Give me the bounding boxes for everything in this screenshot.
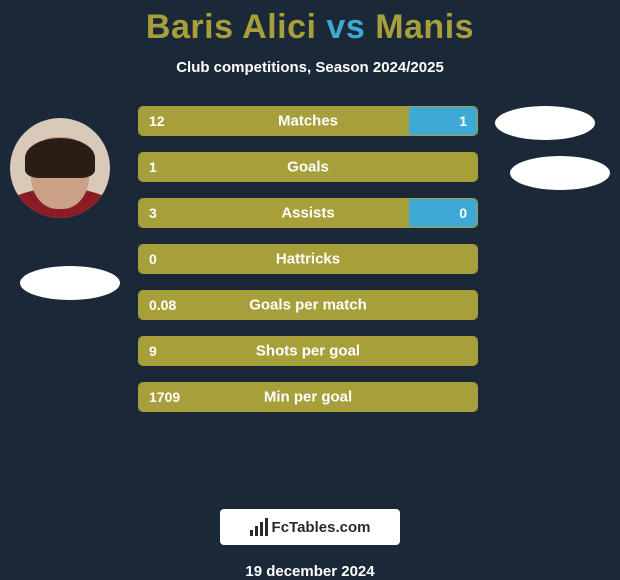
stat-value-left: 9 xyxy=(149,343,157,359)
stat-bar: 0.08 Goals per match xyxy=(138,290,478,320)
title-player2: Manis xyxy=(375,8,474,46)
stat-label: Goals xyxy=(287,159,329,176)
player2-club-badge xyxy=(510,156,610,190)
stat-bar: 0 Hattricks xyxy=(138,244,478,274)
chart-area: 121Matches1Goals30Assists0Hattricks0.08G… xyxy=(0,106,620,159)
stat-value-left: 1 xyxy=(149,159,157,175)
stat-label: Goals per match xyxy=(249,297,367,314)
stat-bar: 12 1 Matches xyxy=(138,106,478,136)
stat-label: Shots per goal xyxy=(256,343,360,360)
stat-bars: 12 1 Matches 1 Goals 3 0 Assists 0 Hattricks 0.08 G… xyxy=(138,106,478,412)
player2-avatar-placeholder xyxy=(495,106,595,140)
date: 19 december 2024 xyxy=(245,563,374,580)
stat-bar-left-fill xyxy=(139,199,409,227)
stat-label: Hattricks xyxy=(276,251,340,268)
stat-label: Matches xyxy=(278,113,338,130)
stat-bar: 1709 Min per goal xyxy=(138,382,478,412)
stat-bar: 9 Shots per goal xyxy=(138,336,478,366)
player1-avatar xyxy=(10,118,110,218)
title-player1: Baris Alici xyxy=(146,8,317,46)
stat-bar-left-fill xyxy=(139,107,409,135)
stat-value-left: 0.08 xyxy=(149,297,176,313)
fctables-text: FcTables.com xyxy=(272,519,371,536)
title-vs: vs xyxy=(326,8,365,46)
fctables-logo-icon xyxy=(250,518,268,536)
stat-value-right: 1 xyxy=(459,113,467,129)
infographic-container: Baris Alici vs Manis Club competitions, … xyxy=(0,0,620,580)
stat-value-left: 3 xyxy=(149,205,157,221)
stat-value-left: 12 xyxy=(149,113,165,129)
stat-label: Assists xyxy=(281,205,334,222)
fctables-badge: FcTables.com xyxy=(220,509,400,545)
stat-label: Min per goal xyxy=(264,389,352,406)
stat-bar: 1 Goals xyxy=(138,152,478,182)
player1-club-badge xyxy=(20,266,120,300)
stat-value-left: 0 xyxy=(149,251,157,267)
subtitle: Club competitions, Season 2024/2025 xyxy=(176,59,444,76)
stat-bar: 3 0 Assists xyxy=(138,198,478,228)
stat-value-left: 1709 xyxy=(149,389,180,405)
stat-value-right: 0 xyxy=(459,205,467,221)
title: Baris Alici vs Manis xyxy=(146,8,474,47)
